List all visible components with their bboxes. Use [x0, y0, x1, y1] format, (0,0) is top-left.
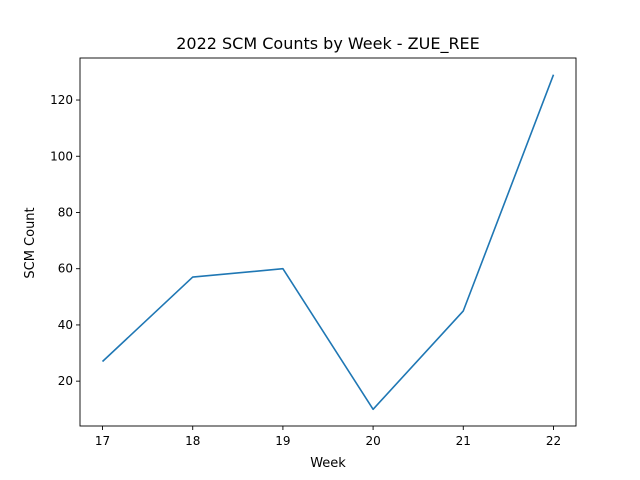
x-tick-label: 17	[95, 434, 110, 448]
data-point	[192, 276, 194, 278]
x-tick-label: 20	[365, 434, 380, 448]
axes-frame	[79, 57, 577, 427]
x-tick-label: 19	[275, 434, 290, 448]
x-tick-label: 22	[546, 434, 561, 448]
y-tick-label: 20	[58, 374, 73, 388]
y-tick-label: 100	[50, 149, 73, 163]
data-point	[102, 361, 104, 363]
y-tick-label: 60	[58, 262, 73, 276]
y-tick-label: 120	[50, 93, 73, 107]
data-point	[462, 310, 464, 312]
y-axis-label: SCM Count	[23, 207, 38, 278]
data-point	[282, 268, 284, 270]
y-tick-label: 80	[58, 205, 73, 219]
x-tick-label: 18	[185, 434, 200, 448]
data-point	[372, 408, 374, 410]
series-line	[101, 74, 555, 411]
x-axis-label: Week	[310, 456, 346, 471]
plot-area: 17 18 19 20 21 22 20 40 60 80 100 120	[50, 57, 577, 448]
y-tick-label: 40	[58, 318, 73, 332]
x-tick-label: 21	[456, 434, 471, 448]
chart-title: 2022 SCM Counts by Week - ZUE_REE	[176, 34, 480, 54]
data-point	[553, 74, 555, 76]
